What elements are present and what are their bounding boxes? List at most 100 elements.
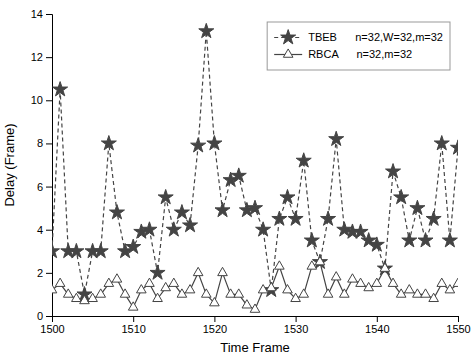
tick-mark xyxy=(458,316,459,322)
point-marker xyxy=(258,285,268,293)
tick: 6 xyxy=(37,181,52,193)
point-marker xyxy=(256,222,271,236)
point-marker xyxy=(386,164,401,178)
tick-label: 1520 xyxy=(203,323,227,335)
point-marker xyxy=(128,302,138,310)
point-marker xyxy=(166,222,181,236)
series-line xyxy=(52,262,458,309)
point-marker xyxy=(150,265,165,279)
point-marker xyxy=(321,211,336,225)
point-marker xyxy=(158,189,173,203)
tick: 2 xyxy=(37,267,52,279)
point-marker xyxy=(185,285,195,293)
point-marker xyxy=(72,293,82,301)
tick-label: 2 xyxy=(37,267,43,279)
point-marker xyxy=(323,289,333,297)
tick-label: 10 xyxy=(31,94,43,106)
point-marker xyxy=(434,136,449,150)
point-marker xyxy=(315,257,325,265)
point-marker xyxy=(266,282,276,290)
point-marker xyxy=(226,289,236,297)
point-marker xyxy=(348,274,358,282)
point-marker xyxy=(340,289,350,297)
point-marker xyxy=(215,202,230,216)
point-marker xyxy=(402,233,417,247)
point-marker xyxy=(207,136,222,150)
tick: 1510 xyxy=(121,316,145,335)
tick: 1500 xyxy=(40,316,64,335)
point-marker xyxy=(394,189,409,203)
point-marker xyxy=(283,285,293,293)
legend-symbol xyxy=(283,49,293,57)
point-marker xyxy=(442,233,457,247)
point-marker xyxy=(380,263,390,271)
tick-label: 1510 xyxy=(121,323,145,335)
point-marker xyxy=(199,23,214,37)
point-marker xyxy=(191,138,206,152)
point-marker xyxy=(242,300,252,308)
point-marker xyxy=(169,278,179,286)
point-marker xyxy=(356,278,366,286)
point-marker xyxy=(234,289,244,297)
point-marker xyxy=(52,243,60,257)
tick-label: 1540 xyxy=(365,323,389,335)
point-marker xyxy=(272,211,287,225)
tick-mark xyxy=(46,14,52,15)
axis-line xyxy=(46,15,53,317)
point-marker xyxy=(109,205,124,219)
point-marker xyxy=(453,278,458,286)
point-marker xyxy=(218,267,228,275)
point-marker xyxy=(329,131,344,145)
point-marker xyxy=(142,222,157,236)
point-marker xyxy=(304,233,319,247)
tick-mark xyxy=(46,316,52,317)
point-marker xyxy=(353,224,368,238)
point-marker xyxy=(93,243,108,257)
tick: 0 xyxy=(37,310,52,322)
point-marker xyxy=(210,298,220,306)
tick-label: 12 xyxy=(31,51,43,63)
point-marker xyxy=(112,274,122,282)
point-marker xyxy=(231,168,246,182)
point-marker xyxy=(426,211,441,225)
tick-mark xyxy=(46,57,52,58)
tick-label: 1530 xyxy=(284,323,308,335)
point-marker xyxy=(153,293,163,301)
point-marker xyxy=(413,289,423,297)
point-marker xyxy=(299,289,309,297)
series-line xyxy=(52,31,458,294)
tick-mark xyxy=(46,273,52,274)
point-marker xyxy=(63,289,73,297)
legend-label: TBEB n=32,W=32,m=32 xyxy=(308,31,443,43)
point-marker xyxy=(404,285,414,293)
tick: 8 xyxy=(37,137,52,149)
point-marker xyxy=(388,278,398,286)
point-marker xyxy=(450,140,458,154)
tick-mark xyxy=(377,316,378,322)
point-marker xyxy=(250,304,260,312)
point-marker xyxy=(288,211,303,225)
tick: 1530 xyxy=(284,316,308,335)
point-marker xyxy=(247,200,262,214)
tick: 14 xyxy=(31,8,52,20)
legend-label: RBCA n=32,m=32 xyxy=(308,48,412,60)
point-marker xyxy=(418,233,433,247)
chart-container: 15001510152015301540155002468101214TBEB … xyxy=(0,0,474,362)
tick-label: 1500 xyxy=(40,323,64,335)
tick: 12 xyxy=(31,51,52,63)
point-marker xyxy=(126,239,141,253)
tick: 4 xyxy=(37,224,52,236)
tick-mark xyxy=(46,230,52,231)
legend-box xyxy=(267,22,450,70)
legend-symbol xyxy=(281,30,296,44)
point-marker xyxy=(429,293,439,301)
tick-label: 0 xyxy=(37,310,43,322)
point-marker xyxy=(201,289,211,297)
point-marker xyxy=(101,136,116,150)
tick-mark xyxy=(214,316,215,322)
point-marker xyxy=(145,278,155,286)
y-axis: 0 2 4 6 8 10 12 14 xyxy=(31,8,53,322)
y-axis-title: Delay (Frame) xyxy=(2,123,17,206)
tick-label: 14 xyxy=(31,8,43,20)
point-marker xyxy=(55,278,65,286)
